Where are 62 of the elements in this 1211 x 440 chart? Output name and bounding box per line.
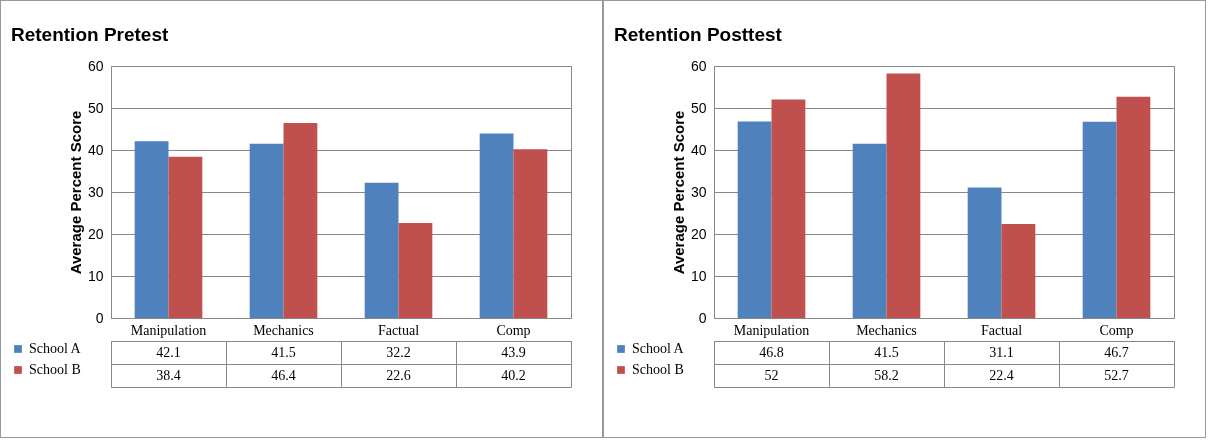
legend-label: School B (29, 362, 81, 377)
bar (249, 143, 284, 318)
bar (852, 143, 887, 318)
data-label: 31.1 (989, 344, 1014, 360)
bar (967, 187, 1002, 318)
y-tick-label: 0 (698, 309, 707, 326)
bar (283, 123, 318, 318)
data-label: 46.7 (1104, 344, 1129, 360)
bar (364, 182, 399, 318)
chart-title: Retention Pretest (11, 23, 169, 45)
chart-title: Retention Posttest (614, 23, 783, 45)
x-tick-label: Comp (496, 322, 531, 338)
bar (1082, 121, 1117, 318)
y-tick-label: 10 (87, 267, 104, 284)
y-axis-title: Average Percent Score (669, 110, 687, 275)
data-label: 22.4 (989, 367, 1014, 383)
data-label: 52.7 (1104, 367, 1129, 383)
legend-label: School A (632, 341, 685, 356)
x-tick-label: Manipulation (130, 322, 207, 338)
y-tick-label: 0 (95, 309, 104, 326)
y-axis-title: Average Percent Score (66, 110, 84, 275)
data-label: 41.5 (874, 344, 899, 360)
x-tick-label: Factual (377, 322, 420, 338)
legend-label: School B (632, 362, 684, 377)
bar (134, 141, 169, 318)
x-tick-label: Mechanics (856, 322, 917, 338)
data-label: 43.9 (501, 344, 526, 360)
y-tick-label: 20 (690, 225, 707, 242)
data-label: 22.6 (386, 367, 411, 383)
bar (886, 73, 921, 318)
y-tick-label: 20 (87, 225, 104, 242)
data-label: 42.1 (156, 344, 181, 360)
y-tick-label: 60 (87, 57, 104, 74)
x-tick-label: Comp (1099, 322, 1134, 338)
data-label: 41.5 (271, 344, 296, 360)
y-tick-label: 50 (87, 99, 104, 116)
bar (168, 156, 203, 318)
y-tick-label: 10 (690, 267, 707, 284)
data-label: 46.8 (759, 344, 784, 360)
y-tick-label: 40 (690, 141, 707, 158)
data-label: 32.2 (386, 344, 411, 360)
data-label: 46.4 (271, 367, 296, 383)
bar (479, 133, 514, 318)
y-tick-label: 30 (690, 183, 707, 200)
bar (1116, 96, 1151, 318)
bar (398, 223, 433, 318)
data-label: 52 (764, 367, 779, 383)
x-tick-label: Mechanics (253, 322, 314, 338)
data-label: 58.2 (874, 367, 899, 383)
x-tick-label: Manipulation (733, 322, 810, 338)
y-tick-label: 60 (690, 57, 707, 74)
bar (771, 99, 806, 318)
legend-label: School A (29, 341, 82, 356)
bar (513, 149, 548, 318)
data-label: 38.4 (156, 367, 181, 383)
bar (1001, 223, 1036, 318)
x-tick-label: Factual (980, 322, 1023, 338)
data-label: 40.2 (501, 367, 526, 383)
y-tick-label: 40 (87, 141, 104, 158)
y-tick-label: 50 (690, 99, 707, 116)
y-tick-label: 30 (87, 183, 104, 200)
bar (737, 121, 772, 318)
